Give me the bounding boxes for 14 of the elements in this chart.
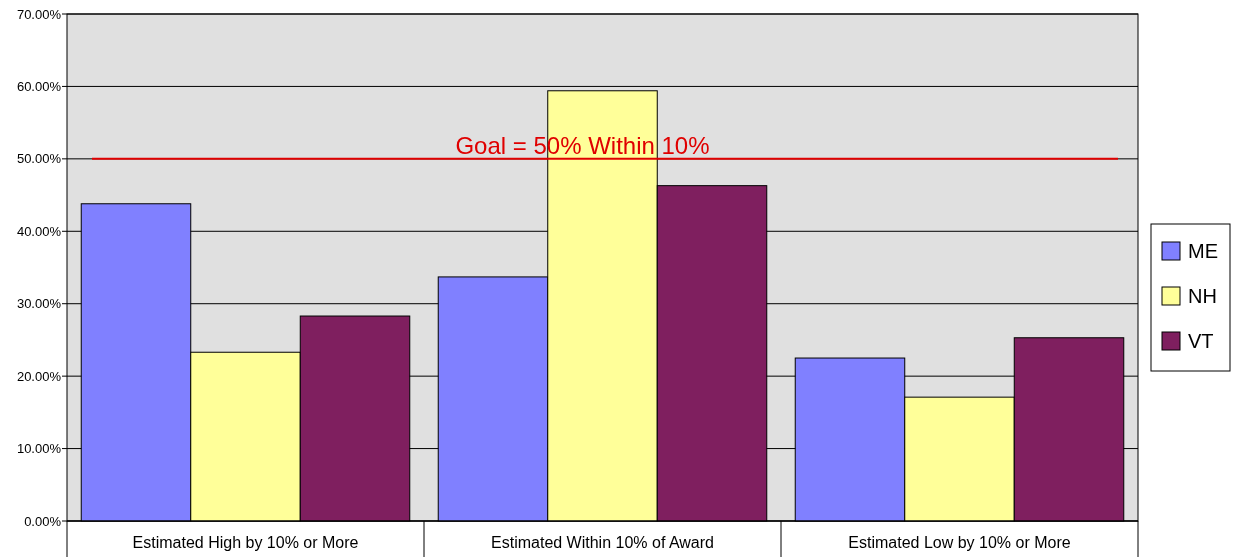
y-tick-label: 50.00% [16, 151, 62, 167]
x-tick-label: Estimated Low by 10% or More [848, 534, 1071, 551]
y-tick-label: 20.00% [16, 368, 62, 384]
x-tick-label: Estimated High by 10% or More [132, 534, 359, 551]
legend-label: VT [1188, 330, 1214, 352]
y-tick-label: 0.00% [24, 513, 62, 529]
legend-label: NH [1188, 285, 1217, 307]
y-tick-label: 10.00% [16, 441, 62, 457]
y-tick-label: 60.00% [16, 78, 62, 94]
x-tick-label: Estimated Within 10% of Award [491, 534, 714, 551]
legend-label: ME [1188, 240, 1218, 262]
y-tick-label: 70.00% [16, 6, 62, 22]
y-tick-label: 30.00% [16, 296, 62, 312]
y-tick-label: 40.00% [16, 223, 62, 239]
